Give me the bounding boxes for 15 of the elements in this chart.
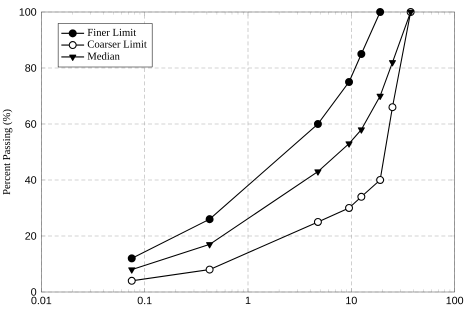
y-tick-label: 60	[25, 120, 36, 128]
x-tick-label: 1	[246, 296, 250, 304]
y-axis-title: Percent Passing (%)	[2, 110, 12, 195]
x-tick-label: 0.1	[138, 296, 152, 304]
y-tick-label: 40	[25, 176, 36, 184]
y-tick-label: 0	[31, 288, 36, 296]
y-tick-label: 20	[25, 232, 36, 240]
x-tick-label: 0.01	[31, 296, 52, 304]
legend-label: Median	[88, 52, 120, 60]
y-tick-label: 80	[25, 64, 36, 72]
legend-label: Coarser Limit	[88, 40, 147, 48]
x-tick-label: 10	[346, 296, 357, 304]
x-tick-label: 100	[446, 296, 464, 304]
y-tick-label: 100	[20, 8, 36, 16]
legend-label: Finer Limit	[88, 28, 136, 36]
